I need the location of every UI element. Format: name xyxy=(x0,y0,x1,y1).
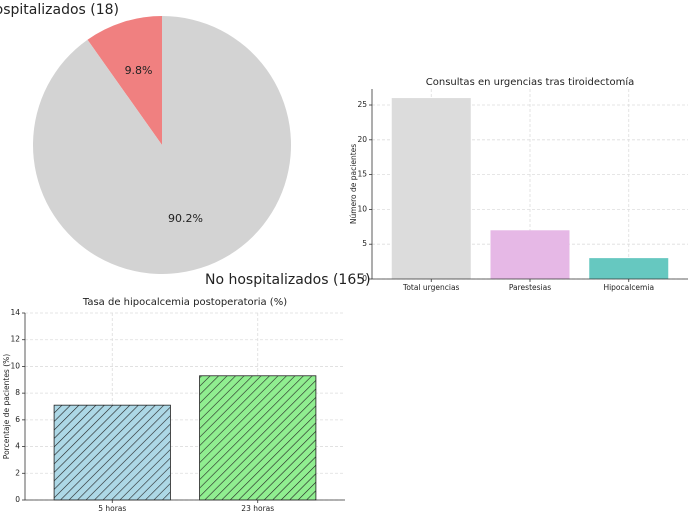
x-tick-label: Total urgencias xyxy=(402,283,460,292)
x-tick-label: Parestesias xyxy=(509,283,551,292)
y-tick-label: 8 xyxy=(15,388,20,397)
pie-slice xyxy=(33,16,291,274)
y-tick-label: 25 xyxy=(357,100,367,109)
y-tick-label: 10 xyxy=(357,204,367,213)
y-tick-label: 5 xyxy=(362,239,367,248)
x-tick-label: 5 horas xyxy=(98,504,126,513)
y-tick-label: 0 xyxy=(362,274,367,283)
y-tick-label: 14 xyxy=(10,308,20,317)
x-tick-label: 23 horas xyxy=(241,504,274,513)
chart-title: Consultas en urgencias tras tiroidectomí… xyxy=(426,76,635,88)
pie-label: Hospitalizados (18) xyxy=(0,2,119,18)
axis-spine xyxy=(371,89,688,280)
y-tick-label: 6 xyxy=(15,415,20,424)
axis-spine xyxy=(24,313,345,501)
pie-label: No hospitalizados (165) xyxy=(205,272,371,288)
chart-title: Tasa de hipocalcemia postoperatoria (%) xyxy=(82,297,287,308)
y-tick-label: 0 xyxy=(15,495,20,504)
y-tick-label: 2 xyxy=(15,468,20,477)
bar xyxy=(589,258,669,279)
y-tick-label: 20 xyxy=(357,135,367,144)
y-tick-label: 15 xyxy=(357,170,367,179)
bar xyxy=(490,230,570,279)
y-axis-label: Porcentaje de pacientes (%) xyxy=(2,354,11,459)
bar xyxy=(53,404,171,501)
y-tick-label: 4 xyxy=(15,442,20,451)
pie-value-label: 90.2% xyxy=(168,212,203,225)
y-tick-label: 12 xyxy=(10,335,20,344)
y-axis-label: Número de pacientes xyxy=(349,144,358,224)
bar xyxy=(391,98,471,279)
pie-value-label: 9.8% xyxy=(125,64,153,77)
x-tick-label: Hipocalcemia xyxy=(603,283,654,292)
pie-slice xyxy=(87,16,162,145)
y-tick-label: 10 xyxy=(10,361,20,370)
bar xyxy=(199,375,317,501)
